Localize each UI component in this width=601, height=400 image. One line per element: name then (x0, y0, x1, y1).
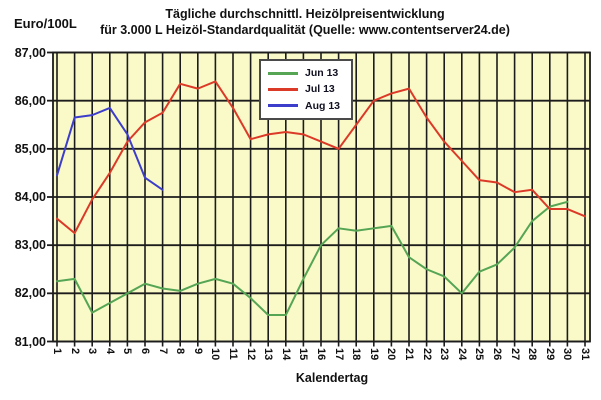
x-tick-label: 11 (227, 348, 239, 360)
legend-line-jun13-icon (268, 71, 298, 75)
legend-line-aug13-icon (268, 104, 298, 108)
x-tick-label: 16 (315, 348, 327, 361)
chart-legend: Jun 13 Jul 13 Aug 13 (259, 59, 353, 120)
x-tick-label: 6 (139, 348, 151, 355)
x-tick-label: 31 (579, 348, 591, 361)
legend-label-aug13: Aug 13 (305, 99, 341, 112)
x-tick-label: 24 (455, 348, 468, 361)
x-tick-label: 9 (191, 348, 204, 355)
legend-item-jun13: Jun 13 (268, 67, 344, 79)
y-tick-label: 83,00 (14, 238, 46, 253)
y-tick-label: 82,00 (14, 286, 46, 301)
x-tick-label: 30 (561, 348, 574, 361)
x-tick-label: 22 (420, 348, 433, 361)
legend-item-aug13: Aug 13 (268, 100, 344, 112)
x-tick-label: 1 (51, 348, 63, 355)
series-line-aug13 (56, 106, 164, 191)
x-tick-label: 10 (209, 348, 222, 361)
plot-border (52, 51, 591, 343)
x-tick-label: 17 (332, 348, 345, 361)
legend-item-jul13: Jul 13 (268, 83, 344, 95)
x-tick-label: 14 (279, 348, 292, 361)
x-tick-label: 28 (526, 348, 539, 361)
y-tick-label: 84,00 (14, 190, 46, 204)
x-tick-label: 3 (86, 348, 99, 355)
legend-label-jun13: Jun 13 (305, 67, 339, 80)
x-tick-label: 19 (367, 348, 380, 361)
x-tick-label: 25 (473, 348, 486, 361)
x-tick-label: 26 (491, 348, 503, 361)
chart-title-line1: Tägliche durchschnittl. Heizölpreisentwi… (165, 7, 445, 21)
y-tick-label: 87,00 (14, 45, 46, 60)
x-tick-label: 2 (68, 348, 81, 355)
y-axis-unit-label: Euro/100L (14, 16, 77, 31)
x-tick-label: 13 (262, 348, 275, 361)
x-tick-label: 8 (174, 348, 187, 355)
chart-title-line2: für 3.000 L Heizöl-Standardqualität (Que… (100, 23, 510, 37)
series-line-jul13 (56, 80, 586, 235)
series-line-jun13 (56, 200, 569, 317)
x-tick-label: 18 (350, 348, 363, 361)
legend-label-jul13: Jul 13 (305, 83, 335, 96)
x-tick-label: 7 (156, 348, 169, 355)
y-tick-label: 85,00 (14, 141, 46, 156)
x-tick-label: 15 (297, 348, 310, 361)
x-tick-label: 12 (244, 348, 257, 361)
x-tick-label: 29 (543, 348, 556, 361)
x-tick-label: 27 (508, 348, 521, 361)
x-tick-label: 4 (103, 348, 116, 355)
chart-title: Tägliche durchschnittl. Heizölpreisentwi… (55, 6, 555, 38)
y-tick-label: 86,00 (14, 93, 46, 108)
x-axis-title: Kalendertag (295, 371, 369, 385)
x-tick-label: 20 (385, 348, 398, 361)
x-tick-label: 5 (121, 348, 134, 355)
x-tick-label: 23 (438, 348, 451, 361)
legend-line-jul13-icon (268, 87, 298, 91)
y-tick-label: 81,00 (14, 334, 46, 349)
x-tick-label: 21 (403, 348, 415, 361)
